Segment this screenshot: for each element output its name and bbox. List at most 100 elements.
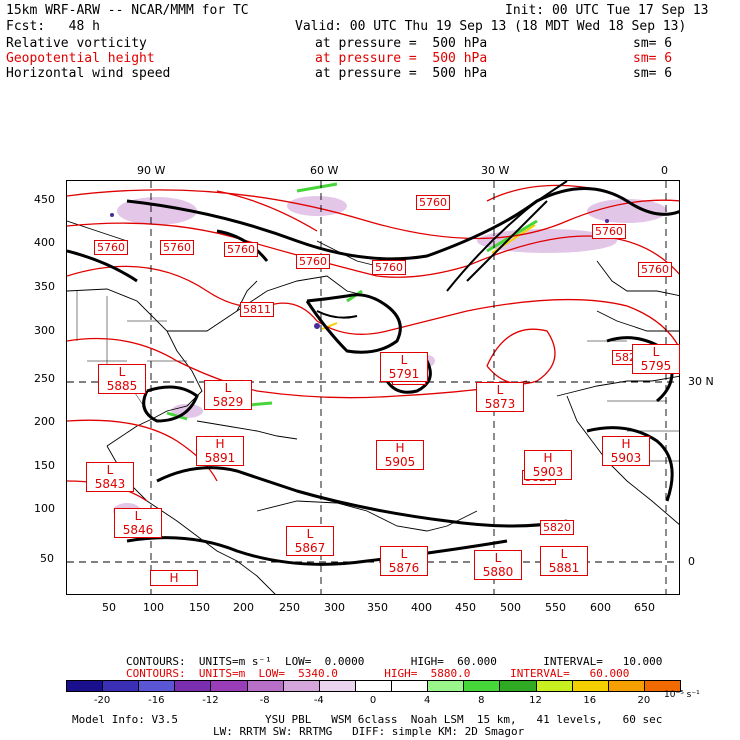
- colorbar-tick-label: 12: [529, 695, 542, 706]
- y-tick: 350: [34, 280, 55, 293]
- vorticity-contours: [67, 187, 679, 566]
- high-pressure-center: H 5891: [196, 436, 244, 466]
- x-tick: 450: [455, 601, 476, 614]
- colorbar-tick-label: -12: [202, 695, 219, 706]
- system-letter: H: [621, 437, 631, 451]
- x-tick: 600: [590, 601, 611, 614]
- init-time: Init: 00 UTC Tue 17 Sep 13: [505, 3, 709, 18]
- height-label: 5760: [296, 254, 330, 269]
- system-letter: L: [134, 509, 142, 523]
- system-letter: L: [560, 547, 568, 561]
- lon-label-60w: 60 W: [310, 164, 339, 177]
- system-value: 5843: [94, 477, 126, 491]
- height-label: 5760: [592, 224, 626, 239]
- system-letter: L: [400, 353, 408, 367]
- field-2-pressure: at pressure = 500 hPa: [315, 51, 488, 66]
- contours-wind: CONTOURS: UNITS=m s⁻¹ LOW= 0.0000 HIGH= …: [126, 655, 663, 668]
- lat-label-30n: 30 N: [688, 375, 714, 388]
- colorbar-swatch: [427, 680, 465, 692]
- height-label: 5760: [224, 242, 258, 257]
- system-letter: H: [543, 451, 553, 465]
- low-pressure-center: L 5795: [632, 344, 680, 374]
- system-value: 5903: [610, 451, 642, 465]
- colorbar-unit: 10⁻⁵ s⁻¹: [664, 690, 700, 700]
- system-value: 5880: [482, 565, 514, 579]
- field-3-name: Horizontal wind speed: [6, 66, 171, 81]
- forecast-hour: Fcst: 48 h: [6, 19, 100, 34]
- system-letter: L: [224, 381, 232, 395]
- height-label: 5820: [540, 520, 574, 535]
- system-letter: L: [306, 527, 314, 541]
- x-tick: 300: [324, 601, 345, 614]
- colorbar-swatch: [102, 680, 140, 692]
- low-pressure-center: L 5885: [98, 364, 146, 394]
- system-value: 5846: [122, 523, 154, 537]
- y-tick: 100: [34, 502, 55, 515]
- height-label: 5760: [638, 262, 672, 277]
- y-tick: 400: [34, 236, 55, 249]
- high-pressure-center: H 5903: [602, 436, 650, 466]
- system-letter: L: [400, 547, 408, 561]
- x-tick: 200: [233, 601, 254, 614]
- system-value: 5829: [212, 395, 244, 409]
- colorbar-swatch: [354, 680, 393, 692]
- height-label: 5760: [94, 240, 128, 255]
- x-tick: 250: [279, 601, 300, 614]
- field-3-sm: sm= 6: [633, 66, 673, 81]
- physics-line-2: LW: RRTM SW: RRTMG DIFF: simple KM: 2D S…: [213, 725, 525, 738]
- high-pressure-center: H: [150, 570, 198, 586]
- colorbar-swatch: [282, 680, 320, 692]
- system-value: 5881: [548, 561, 580, 575]
- colorbar-swatch: [499, 680, 537, 692]
- colorbar-swatch: [607, 680, 645, 692]
- model-title: 15km WRF-ARW -- NCAR/MMM for TC: [6, 3, 249, 18]
- colorbar-tick-label: -8: [259, 695, 270, 706]
- x-tick: 400: [411, 601, 432, 614]
- system-value: 5903: [532, 465, 564, 479]
- field-1-pressure: at pressure = 500 hPa: [315, 36, 488, 51]
- y-tick: 200: [34, 415, 55, 428]
- colorbar-tick-label: -4: [313, 695, 324, 706]
- height-label: 5760: [416, 195, 450, 210]
- height-label: 5760: [372, 260, 406, 275]
- system-value: 5876: [388, 561, 420, 575]
- colorbar-tick-label: 4: [423, 695, 431, 706]
- system-letter: H: [395, 441, 405, 455]
- colorbar-swatch: [391, 680, 429, 692]
- lon-label-30w: 30 W: [481, 164, 510, 177]
- colorbar-tick-label: 8: [478, 695, 485, 706]
- x-tick: 500: [500, 601, 521, 614]
- contours-height: CONTOURS: UNITS=m LOW= 5340.0 HIGH= 5880…: [126, 667, 630, 680]
- high-pressure-center: H 5905: [376, 440, 424, 470]
- field-1-name: Relative vorticity: [6, 36, 147, 51]
- lon-label-90w: 90 W: [137, 164, 166, 177]
- colorbar-swatch: [571, 680, 609, 692]
- field-3-pressure: at pressure = 500 hPa: [315, 66, 488, 81]
- system-letter: L: [494, 551, 502, 565]
- system-value: 5905: [384, 455, 416, 469]
- colorbar-swatch: [138, 680, 176, 692]
- x-tick: 650: [634, 601, 655, 614]
- colorbar-swatch: [174, 680, 212, 692]
- vorticity-contours-thin: [316, 181, 568, 319]
- system-letter: L: [652, 345, 660, 359]
- x-tick: 50: [102, 601, 116, 614]
- height-label: 5760: [160, 240, 194, 255]
- low-pressure-center: L 5791: [380, 352, 428, 382]
- colorbar-tick-label: 0: [369, 695, 377, 706]
- x-tick: 100: [143, 601, 164, 614]
- system-value: 5891: [204, 451, 236, 465]
- lon-label-0: 0: [661, 164, 668, 177]
- y-tick: 450: [34, 193, 55, 206]
- low-pressure-center: L 5881: [540, 546, 588, 576]
- colorbar-swatch: [246, 680, 284, 692]
- model-info: Model Info: V3.5: [72, 713, 178, 726]
- y-tick: 250: [34, 372, 55, 385]
- low-pressure-center: L 5867: [286, 526, 334, 556]
- height-label: 5811: [240, 302, 274, 317]
- colorbar-swatch: [535, 680, 573, 692]
- colorbar-tick-label: -20: [93, 695, 111, 706]
- low-pressure-center: L 5880: [474, 550, 522, 580]
- physics-line-1: YSU PBL WSM 6class Noah LSM 15 km, 41 le…: [265, 713, 663, 726]
- y-tick: 300: [34, 324, 55, 337]
